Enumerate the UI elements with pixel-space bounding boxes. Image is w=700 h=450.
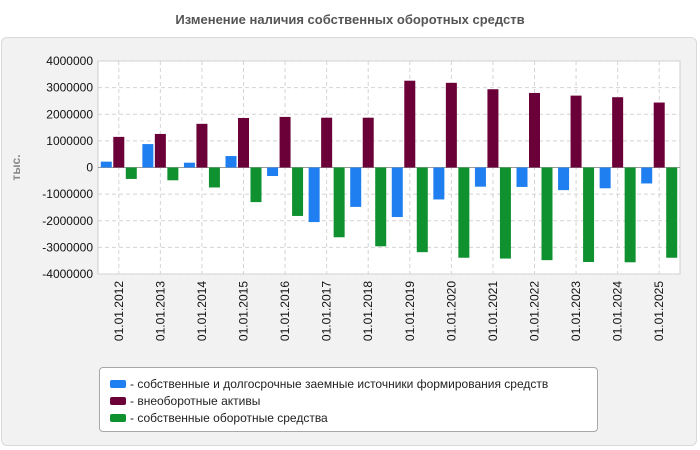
y-tick-label: -3000000 — [42, 240, 93, 254]
legend-item-noncurrent-assets[interactable]: - внеоборотные активы — [100, 392, 597, 409]
bar-series-1-12 — [612, 97, 624, 168]
x-tick-label: 01.01.2017 — [320, 281, 334, 341]
bar-series-2-7 — [416, 167, 428, 253]
bar-series-2-9 — [499, 167, 511, 259]
bar-series-2-13 — [666, 167, 678, 258]
x-tick-label: 01.01.2012 — [112, 281, 126, 341]
bar-series-0-4 — [267, 167, 279, 177]
bar-series-0-9 — [474, 167, 486, 187]
x-tick-label: 01.01.2013 — [153, 281, 167, 341]
bar-series-2-1 — [167, 167, 179, 181]
bar-series-0-7 — [391, 167, 403, 218]
bar-series-2-11 — [583, 167, 595, 263]
y-axis-label: тыс. — [9, 154, 23, 180]
bar-series-1-1 — [154, 133, 166, 168]
bar-series-2-12 — [624, 167, 636, 263]
legend-label-noncurrent-assets: - внеоборотные активы — [130, 393, 261, 408]
x-tick-label: 01.01.2025 — [652, 281, 666, 341]
x-tick-label: 01.01.2019 — [403, 281, 417, 341]
bar-series-1-0 — [113, 136, 125, 168]
bar-series-0-8 — [433, 167, 445, 200]
y-tick-label: 2000000 — [46, 107, 93, 121]
legend-swatch-sources — [110, 379, 126, 388]
y-tick-label: 4000000 — [46, 54, 93, 68]
legend-swatch-working-capital — [110, 413, 126, 422]
bar-series-2-2 — [208, 167, 220, 188]
x-tick-label: 01.01.2015 — [237, 281, 251, 341]
bar-series-0-5 — [308, 167, 320, 223]
bar-series-2-10 — [541, 167, 553, 261]
x-tick-label: 01.01.2022 — [528, 281, 542, 341]
legend-label-working-capital: - собственные оборотные средства — [130, 410, 328, 425]
bar-series-2-5 — [333, 167, 345, 238]
legend-item-working-capital[interactable]: - собственные оборотные средства — [100, 409, 597, 426]
x-tick-label: 01.01.2016 — [278, 281, 292, 341]
x-tick-label: 01.01.2018 — [361, 281, 375, 341]
x-tick-label: 01.01.2014 — [195, 281, 209, 341]
bar-series-0-0 — [100, 161, 112, 168]
legend-swatch-noncurrent-assets — [110, 396, 126, 405]
legend-label-sources: - собственные и долгосрочные заемные ист… — [130, 376, 549, 391]
bar-series-1-4 — [279, 116, 291, 168]
x-tick-label: 01.01.2023 — [569, 281, 583, 341]
y-tick-label: -4000000 — [42, 267, 93, 281]
y-tick-label: 3000000 — [46, 81, 93, 95]
y-tick-label: -2000000 — [42, 214, 93, 228]
bar-series-1-9 — [487, 89, 499, 168]
y-tick-label: -1000000 — [42, 187, 93, 201]
bar-series-0-13 — [641, 167, 653, 184]
bar-series-0-10 — [516, 167, 528, 187]
x-tick-label: 01.01.2024 — [611, 281, 625, 341]
bar-series-0-2 — [183, 162, 195, 168]
bar-series-2-6 — [375, 167, 387, 247]
bar-series-1-2 — [196, 123, 208, 168]
y-tick-label: 1000000 — [46, 134, 93, 148]
bar-series-1-8 — [445, 82, 457, 168]
y-tick-label: 0 — [86, 161, 93, 175]
bar-series-1-11 — [570, 95, 582, 168]
bar-series-1-6 — [362, 117, 374, 168]
legend-item-sources[interactable]: - собственные и долгосрочные заемные ист… — [100, 375, 597, 392]
bar-series-1-13 — [653, 102, 665, 168]
bar-series-0-12 — [599, 167, 611, 189]
bar-series-2-3 — [250, 167, 262, 203]
bar-series-0-1 — [142, 144, 154, 168]
bar-series-0-6 — [350, 167, 362, 207]
bar-series-2-8 — [458, 167, 470, 258]
chart-title: Изменение наличия собственных оборотных … — [175, 12, 525, 27]
bar-series-0-3 — [225, 156, 237, 168]
bar-series-0-11 — [558, 167, 570, 191]
x-tick-label: 01.01.2020 — [444, 281, 458, 341]
x-tick-label: 01.01.2021 — [486, 281, 500, 341]
bar-series-2-0 — [125, 167, 137, 179]
bar-series-1-7 — [404, 80, 416, 168]
bar-series-1-3 — [238, 117, 249, 168]
bar-series-1-10 — [529, 92, 540, 168]
bar-series-1-5 — [321, 117, 333, 168]
legend: - собственные и долгосрочные заемные ист… — [99, 367, 598, 432]
bar-series-2-4 — [292, 167, 304, 216]
